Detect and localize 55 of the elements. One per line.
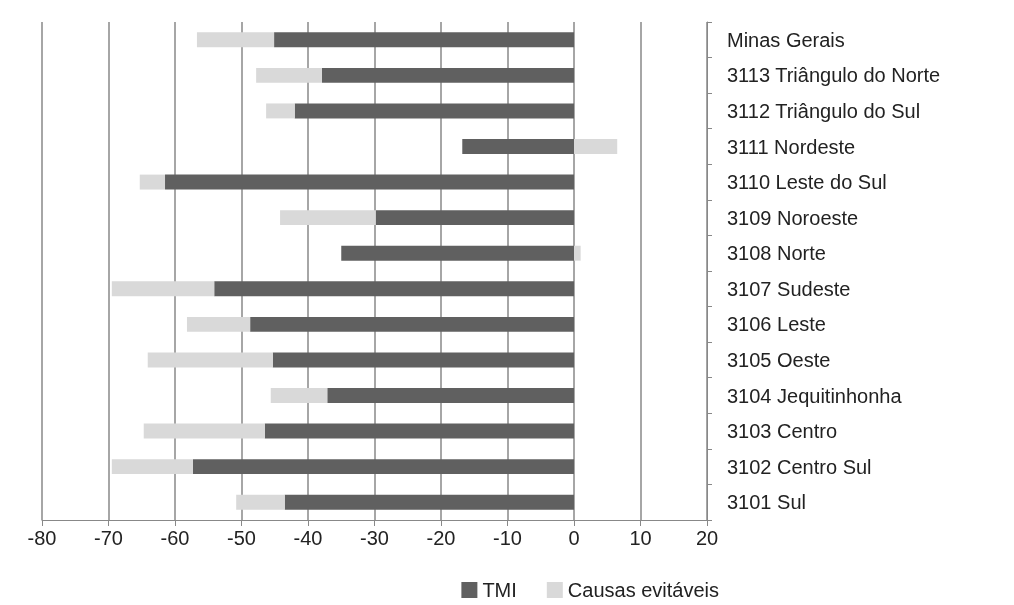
- x-tick-label: -30: [360, 527, 389, 549]
- x-tick-label: -50: [227, 527, 256, 549]
- bar: [284, 494, 574, 510]
- x-tick-label: 0: [568, 527, 580, 549]
- bar: [375, 210, 574, 226]
- bar: [250, 316, 574, 332]
- x-tick-label: -10: [493, 527, 522, 549]
- bar: [111, 459, 193, 475]
- bar: [165, 174, 574, 190]
- bar: [236, 494, 285, 510]
- bar: [139, 174, 166, 190]
- bar: [280, 210, 376, 226]
- legend-label: TMI: [482, 579, 517, 601]
- bar: [266, 103, 295, 119]
- x-tick-label: -80: [27, 527, 57, 549]
- y-tick-label: 3113 Triângulo do Norte: [727, 64, 941, 87]
- y-tick-label: 3110 Leste do Sul: [727, 171, 887, 194]
- y-tick-label: 3101 Sul: [727, 491, 806, 514]
- bar: [256, 67, 322, 83]
- y-tick-label: 3109 Noroeste: [727, 206, 859, 229]
- bar: [294, 103, 574, 119]
- y-tick-label: 3107 Sudeste: [727, 277, 851, 300]
- y-tick-label: 3111 Nordeste: [727, 135, 856, 158]
- bar: [270, 388, 328, 403]
- bar: [274, 32, 574, 48]
- bar: [192, 459, 574, 475]
- bar: [327, 388, 574, 403]
- x-tick-label: -40: [293, 527, 323, 549]
- y-tick-label: 3112 Triângulo do Sul: [727, 99, 921, 122]
- bar: [574, 245, 581, 261]
- bar: [272, 352, 574, 368]
- y-tick-label: 3108 Norte: [727, 242, 826, 265]
- x-tick-label: -20: [426, 527, 456, 549]
- x-tick-label: 10: [629, 527, 652, 549]
- bar: [147, 352, 273, 368]
- legend-label: Causas evitáveis: [567, 579, 720, 601]
- y-tick-label: 3102 Centro Sul: [727, 455, 872, 478]
- y-tick-label: 3103 Centro: [727, 420, 838, 443]
- bar: [321, 67, 574, 83]
- y-tick-label: 3105 Oeste: [727, 348, 831, 371]
- y-tick-label: Minas Gerais: [727, 28, 845, 51]
- bar: [196, 32, 275, 48]
- bar: [341, 245, 574, 261]
- bar: [574, 139, 618, 154]
- x-tick-label: -60: [160, 527, 190, 549]
- bar: [264, 423, 574, 439]
- bar: [214, 281, 574, 297]
- bar: [462, 139, 574, 154]
- x-tick-label: 20: [695, 527, 719, 549]
- bar: [143, 423, 265, 439]
- x-tick-label: -70: [94, 527, 123, 549]
- y-tick-label: 3106 Leste: [727, 313, 826, 336]
- bar: [111, 281, 215, 297]
- bar: [186, 316, 251, 332]
- y-tick-label: 3104 Jequitinhonha: [727, 384, 903, 407]
